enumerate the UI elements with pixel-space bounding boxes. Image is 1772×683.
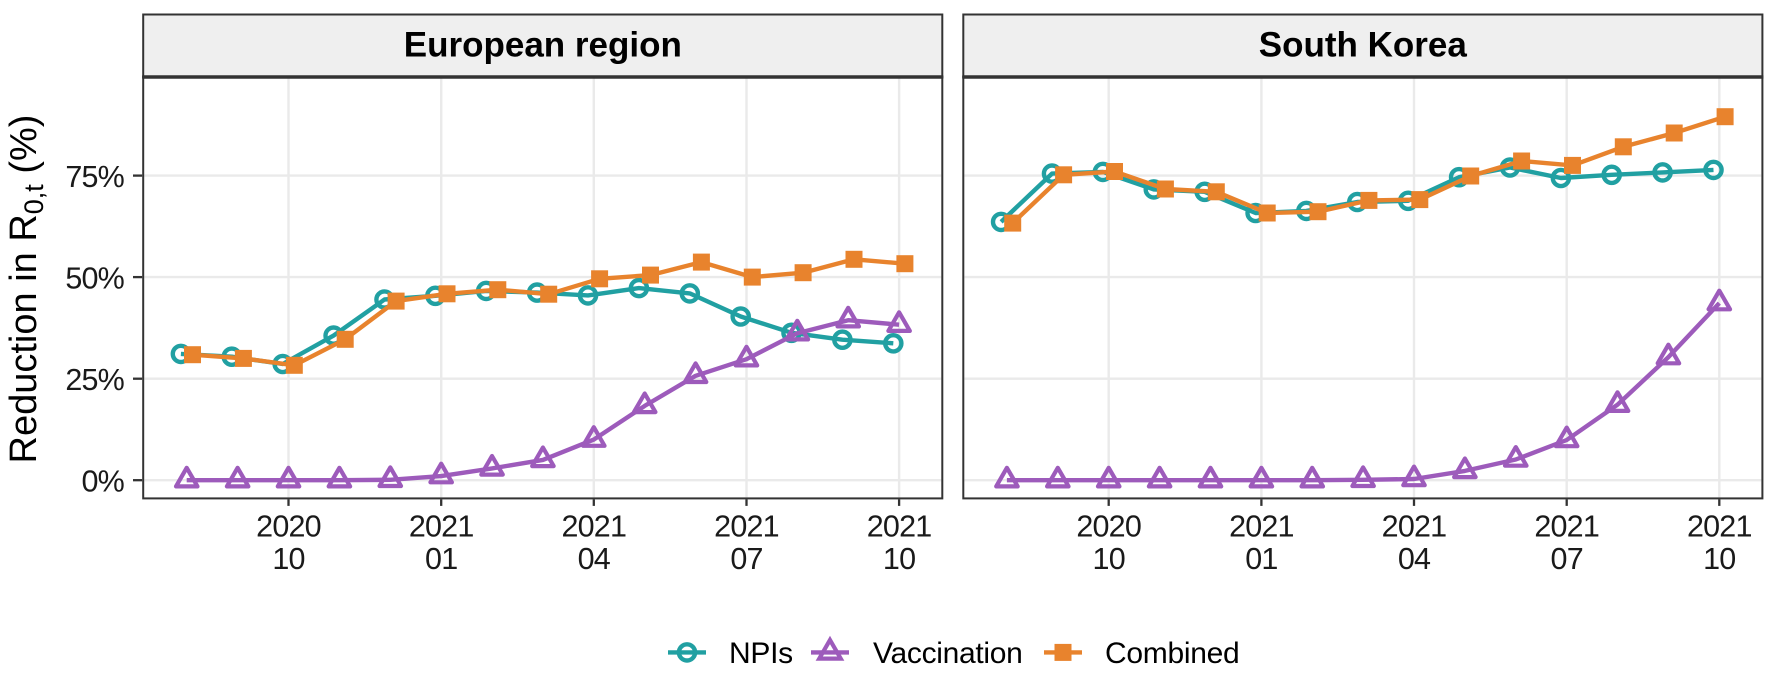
svg-text:2020: 2020 [256,510,321,544]
svg-text:Vaccination: Vaccination [873,637,1023,670]
svg-text:0%: 0% [82,464,125,498]
svg-text:Reduction in R0,t (%): Reduction in R0,t (%) [3,115,49,464]
svg-text:10: 10 [883,542,915,576]
svg-text:10: 10 [1093,542,1125,576]
svg-text:04: 04 [1398,542,1431,576]
svg-text:2021: 2021 [1687,510,1752,544]
svg-text:50%: 50% [65,261,124,295]
svg-text:Combined: Combined [1105,637,1239,670]
svg-text:2021: 2021 [1534,510,1599,544]
svg-text:2021: 2021 [561,510,626,544]
svg-text:2021: 2021 [1382,510,1447,544]
svg-text:2021: 2021 [1229,510,1294,544]
svg-text:10: 10 [1703,542,1735,576]
svg-text:South Korea: South Korea [1259,26,1468,65]
svg-text:01: 01 [425,542,457,576]
svg-text:2020: 2020 [1076,510,1141,544]
svg-text:01: 01 [1245,542,1277,576]
svg-text:European region: European region [404,26,682,65]
svg-text:2021: 2021 [867,510,932,544]
svg-text:10: 10 [272,542,304,576]
svg-text:25%: 25% [65,363,124,397]
svg-text:2021: 2021 [714,510,779,544]
svg-text:07: 07 [1551,542,1583,576]
svg-text:2021: 2021 [409,510,474,544]
svg-text:75%: 75% [65,160,124,194]
svg-text:04: 04 [578,542,611,576]
svg-text:NPIs: NPIs [729,637,793,670]
svg-text:07: 07 [730,542,762,576]
